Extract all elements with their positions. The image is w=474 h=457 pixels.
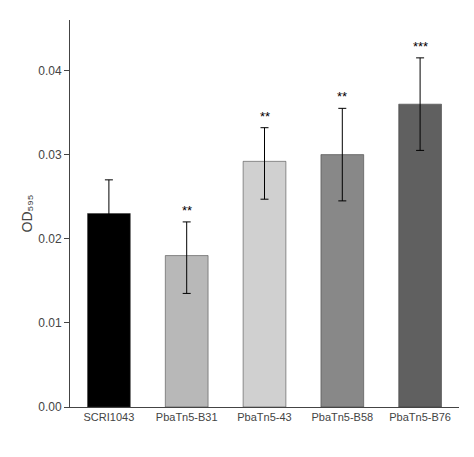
svg-text:0.03: 0.03 [38,148,62,162]
svg-text:PbaTn5-B76: PbaTn5-B76 [389,411,451,423]
svg-text:**: ** [337,89,347,104]
svg-text:SCRI1043: SCRI1043 [84,411,135,423]
svg-text:**: ** [260,109,270,124]
svg-text:0.00: 0.00 [38,400,62,414]
svg-text:0.02: 0.02 [38,232,62,246]
svg-text:**: ** [182,203,192,218]
svg-text:PbaTn5-B58: PbaTn5-B58 [311,411,373,423]
svg-text:OD₅₉₅: OD₅₉₅ [19,195,35,233]
svg-text:0.04: 0.04 [38,64,62,78]
svg-text:0.01: 0.01 [38,316,62,330]
svg-text:PbaTn5-B31: PbaTn5-B31 [156,411,218,423]
svg-text:***: *** [413,39,428,54]
svg-text:PbaTn5-43: PbaTn5-43 [237,411,291,423]
